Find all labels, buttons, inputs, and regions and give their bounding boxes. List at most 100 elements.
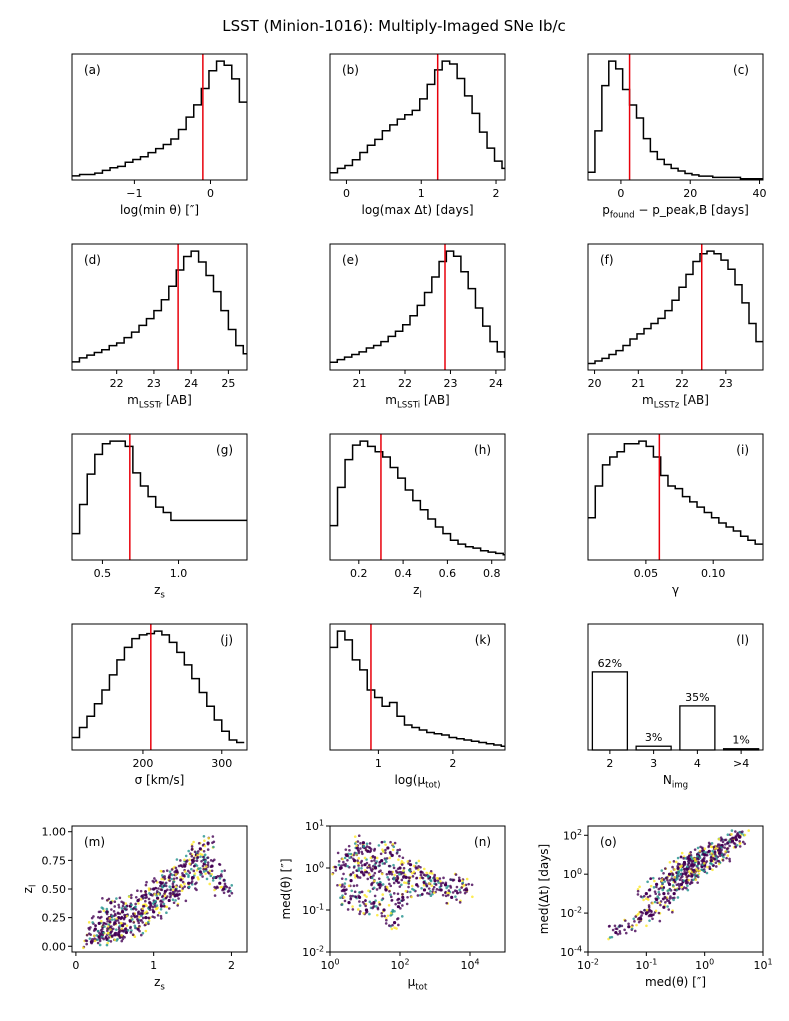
scatter-point	[393, 841, 397, 845]
scatter-point	[397, 901, 400, 905]
scatter-point	[346, 858, 349, 862]
scatter-point	[391, 842, 395, 846]
scatter-point	[201, 864, 205, 868]
scatter-point	[141, 921, 144, 924]
scatter-point	[223, 869, 226, 872]
panel-d: 22 23 24 25 mLSSTr [AB] (d)	[71, 243, 248, 411]
scatter-point	[121, 904, 125, 908]
scatter-point	[687, 878, 691, 882]
scatter-point	[153, 900, 157, 904]
x-tick-label: 300	[211, 757, 232, 770]
scatter-point	[105, 907, 109, 911]
scatter-point	[187, 875, 190, 879]
scatter-point	[170, 877, 174, 881]
scatter-point	[158, 884, 162, 888]
scatter-point	[408, 859, 412, 863]
scatter-point	[454, 873, 458, 876]
scatter-point	[730, 839, 735, 843]
scatter-point	[662, 905, 666, 909]
scatter-point	[144, 890, 147, 893]
scatter-point	[698, 856, 702, 860]
scatter-point	[703, 847, 707, 850]
scatter-point	[359, 861, 363, 864]
scatter-point	[646, 898, 650, 901]
scatter-point	[184, 854, 188, 858]
scatter-point	[162, 884, 166, 887]
scatter-point	[162, 904, 166, 908]
scatter-point	[366, 849, 370, 853]
scatter-point	[357, 867, 361, 870]
scatter-point	[123, 916, 126, 920]
scatter-point	[720, 853, 724, 856]
x-tick-label: 21	[353, 377, 367, 390]
scatter-point	[411, 887, 414, 891]
scatter-point	[353, 835, 357, 838]
scatter-point	[117, 933, 121, 937]
scatter-point	[154, 907, 158, 911]
scatter-point	[421, 871, 424, 874]
scatter-point	[716, 844, 719, 848]
scatter-point	[439, 879, 442, 883]
panel-a: −1 0 log(min θ) [″] (a)	[71, 53, 248, 217]
scatter-point	[680, 868, 683, 871]
scatter-point	[357, 851, 361, 855]
scatter-point	[410, 895, 413, 899]
scatter-point	[372, 874, 375, 877]
scatter-point	[87, 921, 91, 924]
scatter-point	[174, 885, 178, 889]
axes-frame	[329, 433, 506, 561]
scatter-point	[188, 862, 192, 865]
scatter-point	[85, 942, 88, 946]
scatter-point	[648, 888, 652, 891]
scatter-point	[123, 936, 126, 939]
scatter-point	[705, 871, 709, 875]
scatter-point	[159, 888, 163, 891]
x-tick-label: 4	[694, 757, 701, 770]
x-axis-label: zs	[154, 975, 165, 993]
scatter-point	[369, 856, 373, 860]
scatter-point	[623, 928, 626, 932]
scatter-point	[352, 866, 356, 869]
scatter-point	[190, 867, 193, 871]
scatter-point	[218, 877, 222, 880]
x-tick-label: 1	[375, 757, 382, 770]
scatter-point	[375, 888, 379, 891]
scatter-point	[661, 897, 665, 901]
x-tick-label: 0.05	[634, 567, 659, 580]
scatter-point	[183, 885, 186, 888]
scatter-point	[709, 858, 713, 863]
scatter-point	[447, 889, 451, 892]
scatter-point	[208, 869, 212, 873]
scatter-point	[396, 874, 399, 878]
axes-frame	[587, 433, 764, 561]
scatter-point	[428, 892, 431, 896]
scatter-point	[190, 848, 194, 851]
scatter-point	[693, 857, 697, 861]
scatter-point	[181, 887, 185, 890]
scatter-point	[116, 912, 120, 915]
scatter-point	[729, 837, 733, 841]
scatter-point	[686, 865, 689, 868]
scatter-point	[747, 829, 750, 832]
x-tick-label: 0.2	[350, 567, 368, 580]
histogram-step-line	[330, 60, 505, 174]
y-tick-label: 101	[305, 819, 324, 833]
scatter-point	[106, 919, 109, 923]
scatter-point	[155, 904, 159, 907]
panel-b: 0 1 2 log(max Δt) [days] (b)	[329, 53, 506, 217]
scatter-point	[136, 927, 140, 931]
scatter-point	[686, 884, 689, 887]
scatter-point	[151, 879, 155, 883]
scatter-point	[633, 920, 636, 923]
scatter-point	[439, 884, 443, 888]
scatter-point	[363, 871, 367, 874]
scatter-point	[136, 911, 140, 914]
scatter-point	[162, 902, 166, 906]
scatter-point	[114, 921, 117, 925]
scatter-point	[636, 912, 640, 916]
scatter-point	[180, 864, 183, 868]
scatter-point	[410, 884, 414, 888]
scatter-point	[206, 863, 210, 867]
scatter-point	[144, 916, 148, 920]
scatter-point	[630, 925, 633, 929]
